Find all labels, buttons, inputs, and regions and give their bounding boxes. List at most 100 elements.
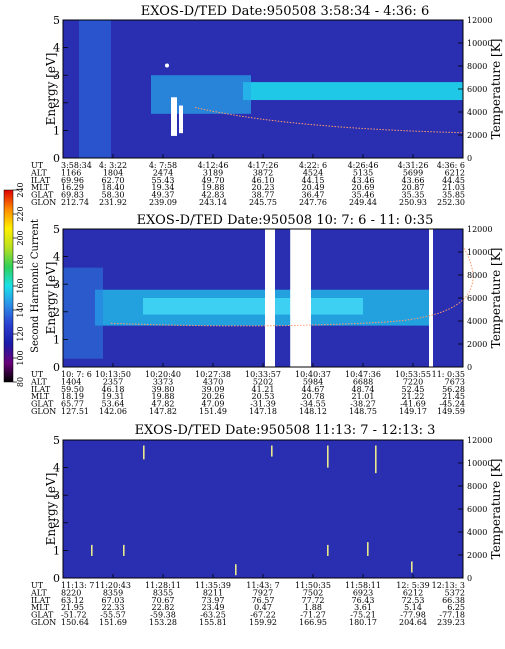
ephemeris-cell: 3.61 [354, 603, 372, 612]
ephemeris-cell: 21.95 [61, 603, 84, 612]
energy-tick-label: 4 [53, 462, 60, 475]
ephemeris-cell: 49.37 [152, 191, 175, 200]
panel-2-temperature-axis: 0 2000 4000 6000 8000 10000 12000 [458, 225, 492, 372]
ephemeris-cell: 249.44 [349, 198, 377, 207]
ephemeris-cell: -63.25 [200, 611, 226, 620]
noise-spike [375, 445, 377, 474]
energy-tick-label: 2 [53, 517, 60, 530]
ephemeris-cell: 147.82 [149, 407, 177, 416]
ephemeris-cell: -75.21 [350, 611, 376, 620]
ephemeris-cell: 4:26:46 [348, 161, 379, 170]
data-gap [290, 229, 311, 367]
ephemeris-row-label: MLT [31, 603, 50, 612]
panel-1-energy-label: Energy [eV] [44, 53, 58, 126]
ephemeris-cell: 58.30 [102, 191, 125, 200]
saturated-spike [171, 97, 177, 136]
temperature-tick-label: 0 [467, 574, 472, 583]
ephemeris-cell: 5135 [353, 168, 373, 177]
ephemeris-cell: 20.49 [302, 183, 325, 192]
ephemeris-cell: 35.35 [402, 191, 425, 200]
ephemeris-cell: 16.29 [61, 183, 84, 192]
ephemeris-cell: 8355 [153, 588, 173, 597]
ephemeris-cell: 56.28 [442, 385, 465, 394]
ephemeris-cell: -67.22 [250, 611, 276, 620]
ephemeris-cell: 159.92 [249, 618, 277, 627]
ephemeris-cell: 149.59 [437, 407, 465, 416]
ephemeris-cell: 20.69 [352, 183, 375, 192]
ephemeris-cell: 6923 [353, 588, 373, 597]
ephemeris-row-label: GLON [31, 618, 56, 627]
ephemeris-cell: 63.12 [61, 596, 84, 605]
ephemeris-cell: 44.67 [302, 385, 325, 394]
panel-2-energy-label: Energy [eV] [44, 262, 58, 335]
ephemeris-cell: 11:28:11 [145, 581, 181, 590]
ephemeris-row-label: GLON [31, 198, 56, 207]
ephemeris-cell: 148.12 [299, 407, 327, 416]
ephemeris-cell: 8359 [103, 588, 123, 597]
ephemeris-row-label: GLAT [31, 191, 54, 200]
ephemeris-row-label: UT [31, 161, 44, 170]
ephemeris-cell: 2474 [153, 168, 173, 177]
ephemeris-cell: 3872 [253, 168, 273, 177]
ephemeris-cell: 3189 [203, 168, 223, 177]
ephemeris-row-label: ILAT [31, 596, 51, 605]
ephemeris-cell: 20.87 [402, 183, 425, 192]
ephemeris-cell: 46.10 [252, 176, 275, 185]
energy-tick-label: 1 [53, 333, 60, 346]
noise-spike [91, 544, 93, 556]
ephemeris-cell: 151.69 [99, 618, 127, 627]
ephemeris-cell: 36.47 [302, 191, 325, 200]
ephemeris-cell: 243.14 [199, 198, 227, 207]
energy-tick-label: 3 [53, 489, 60, 502]
noise-spike [123, 544, 125, 556]
ephemeris-cell: 22.82 [152, 603, 175, 612]
ephemeris-cell: 67.03 [102, 596, 125, 605]
colorbar-tick-label: 200 [16, 230, 25, 245]
ephemeris-cell: -41.69 [400, 400, 426, 409]
ephemeris-cell: -34.55 [300, 400, 326, 409]
energy-tick-label: 2 [53, 306, 60, 319]
low-altitude-region [63, 267, 103, 359]
ephemeris-cell: 41.21 [252, 385, 275, 394]
ephemeris-cell: 245.75 [249, 198, 277, 207]
energy-tick-label: 3 [53, 69, 60, 82]
ephemeris-cell: -77.18 [439, 611, 465, 620]
ephemeris-cell: 148.75 [349, 407, 377, 416]
temperature-tick-label: 12000 [467, 436, 492, 445]
colorbar-tick-label: 80 [16, 377, 25, 387]
colorbar: Second Harmonic Current 80 100 120 140 160 18… [3, 182, 41, 387]
ephemeris-cell: 65.77 [61, 400, 84, 409]
ephemeris-cell: 4: 3:22 [99, 161, 127, 170]
panel-3-temperature-label: Temperature [K] [489, 459, 503, 560]
ephemeris-cell: 39.09 [202, 385, 225, 394]
data-gap [265, 229, 275, 367]
energy-tick-label: 0 [53, 152, 60, 165]
temperature-curve [110, 245, 474, 327]
colorbar-tick-label: 220 [16, 206, 25, 221]
ephemeris-cell: 62.70 [102, 176, 125, 185]
ephemeris-cell: 1804 [103, 168, 123, 177]
noise-spike [235, 564, 237, 576]
ephemeris-cell: 239.23 [437, 618, 465, 627]
ephemeris-cell: 10:13:50 [95, 370, 131, 379]
saturated-spike [179, 105, 183, 134]
ephemeris-cell: 19.34 [152, 183, 175, 192]
ephemeris-cell: 20.23 [252, 183, 275, 192]
ephemeris-cell: 53.64 [102, 400, 125, 409]
ephemeris-cell: 8220 [61, 588, 81, 597]
energy-tick-label: 5 [53, 434, 60, 447]
temperature-tick-label: 6000 [467, 294, 487, 303]
ephemeris-cell: 250.93 [399, 198, 427, 207]
panel-2-energy-axis: 0 1 2 3 4 5 [53, 223, 68, 374]
panel-1-title: EXOS-D/TED Date:950508 3:58:34 - 4:36: 6 [141, 4, 429, 19]
ephemeris-row-label: ALT [30, 377, 47, 386]
temperature-tick-label: 4000 [467, 108, 487, 117]
ephemeris-cell: 7220 [403, 377, 423, 386]
ephemeris-cell: 47.09 [202, 400, 225, 409]
temperature-curve [194, 106, 464, 134]
ephemeris-cell: 10:20:40 [145, 370, 181, 379]
ephemeris-cell: 2357 [103, 377, 123, 386]
colorbar-tick-label: 120 [16, 326, 25, 341]
ephemeris-cell: 180.17 [349, 618, 377, 627]
